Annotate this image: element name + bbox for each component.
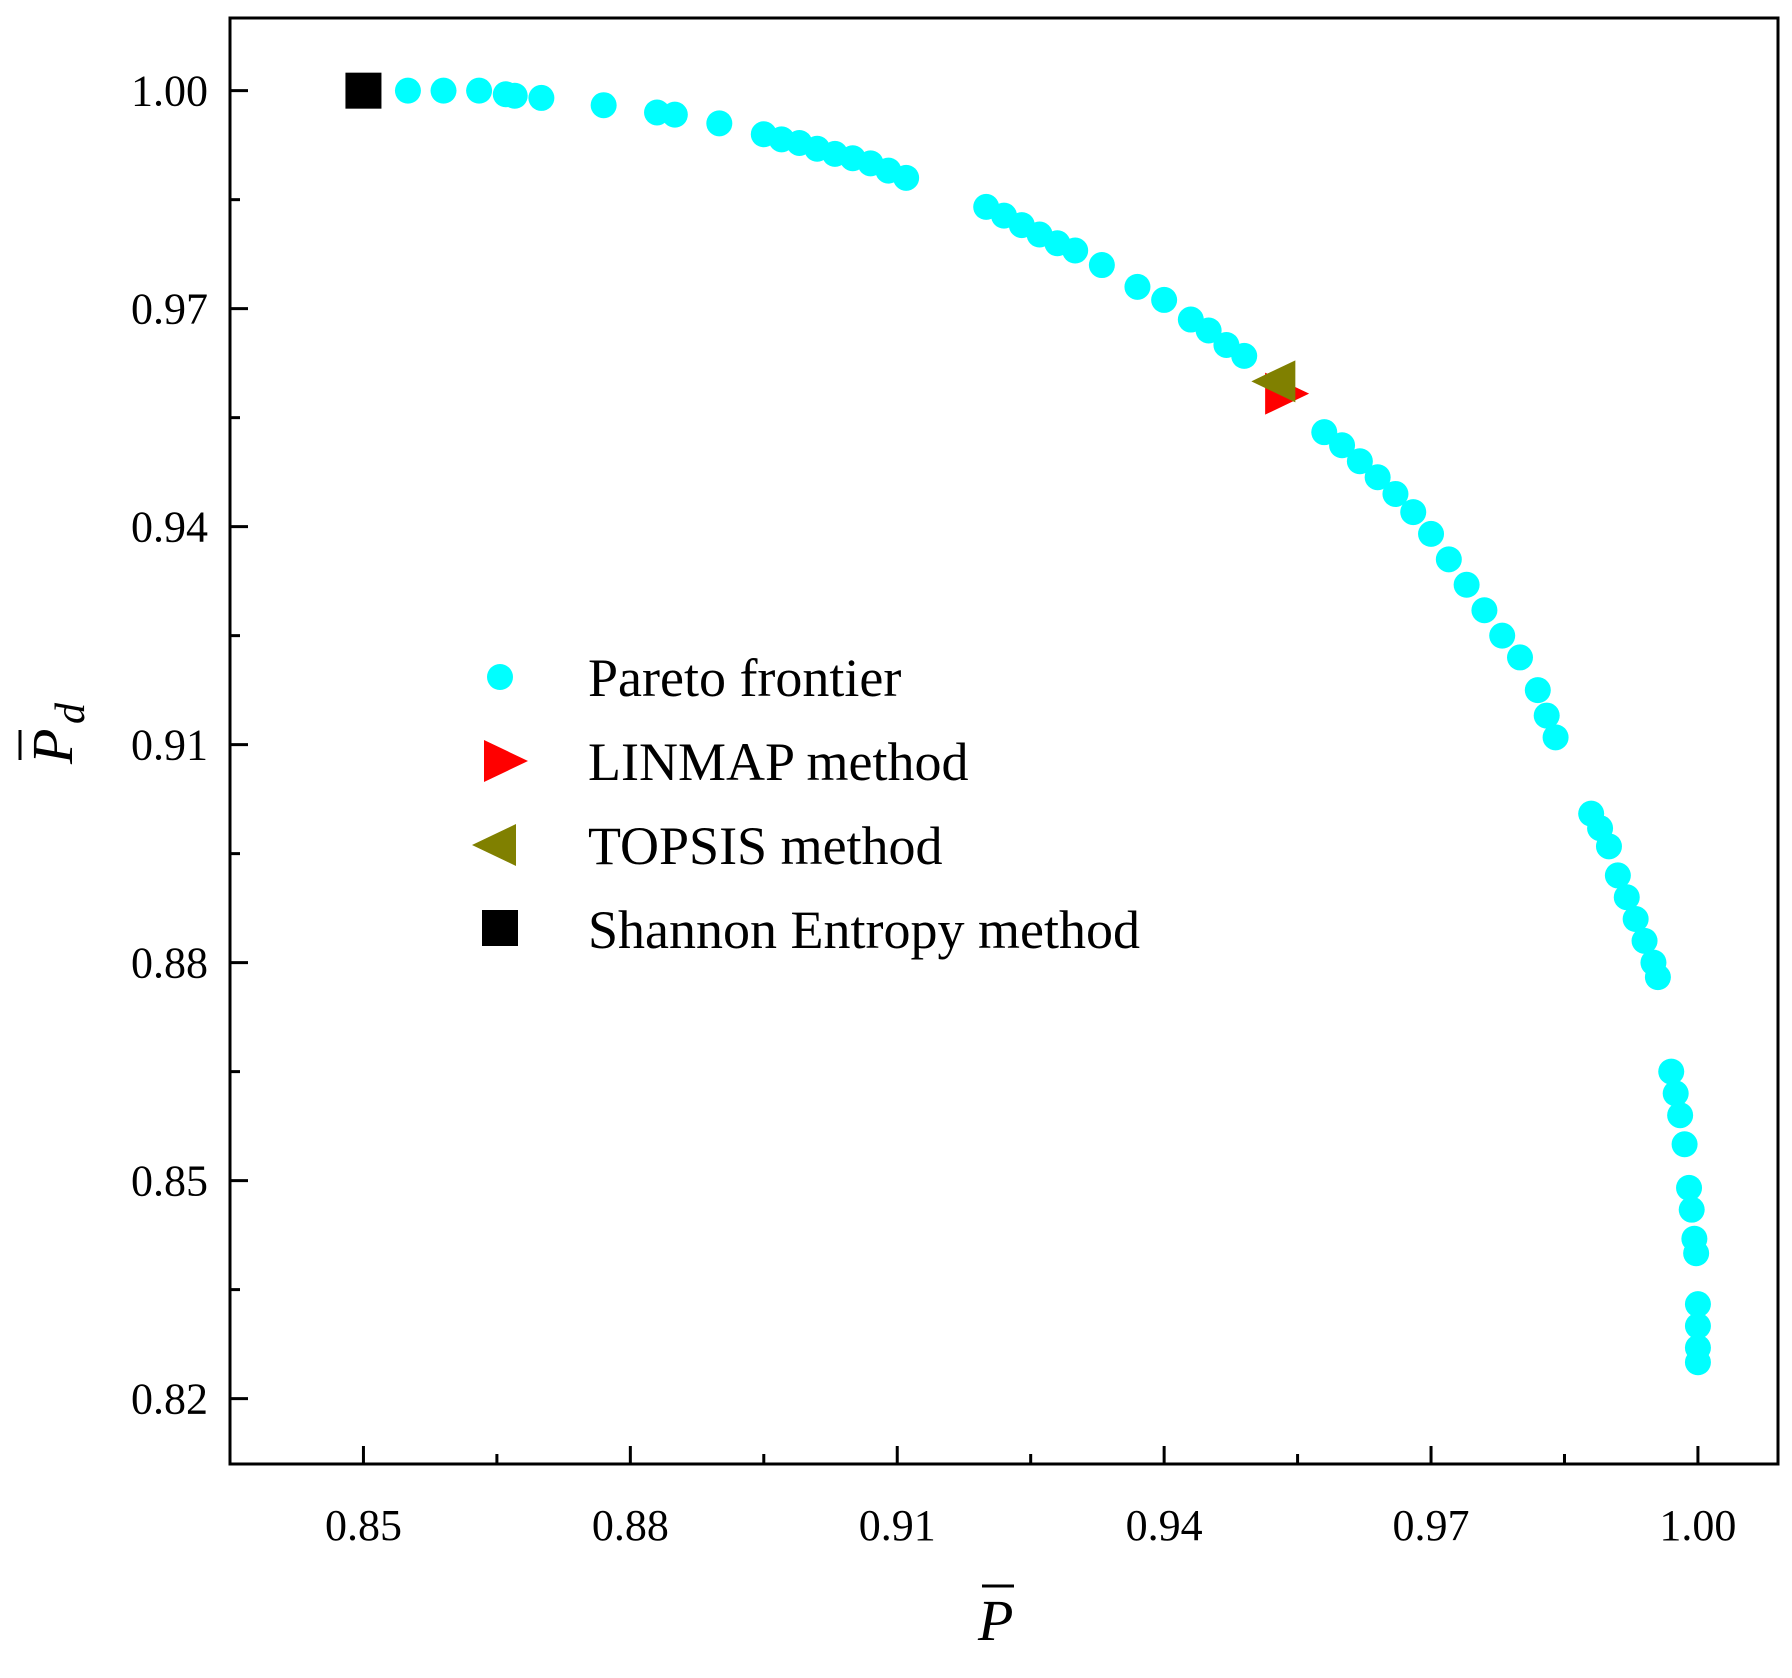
pareto-point bbox=[1400, 499, 1427, 526]
y-axis-label-subscript: d bbox=[48, 702, 94, 724]
pareto-point bbox=[1088, 252, 1115, 279]
pareto-point bbox=[1613, 884, 1640, 911]
x-tick-label: 0.91 bbox=[859, 1501, 936, 1550]
legend-label-shannon: Shannon Entropy method bbox=[588, 900, 1140, 960]
legend-marker-shannon bbox=[482, 910, 518, 946]
pareto-point bbox=[1524, 677, 1551, 704]
pareto-point bbox=[661, 101, 688, 128]
shannon-point bbox=[345, 72, 382, 109]
x-tick-label: 1.00 bbox=[1659, 1501, 1736, 1550]
legend-marker-pareto bbox=[487, 664, 513, 690]
pareto-point bbox=[1595, 833, 1622, 860]
data-marks bbox=[345, 72, 1711, 1376]
pareto-point bbox=[1231, 342, 1258, 369]
pareto-point bbox=[1489, 622, 1516, 649]
y-tick-label: 0.88 bbox=[131, 939, 208, 988]
pareto-point bbox=[1678, 1196, 1705, 1223]
legend-marker-topsis bbox=[472, 824, 516, 866]
pareto-point bbox=[1124, 273, 1151, 300]
legend-label-pareto: Pareto frontier bbox=[588, 648, 901, 708]
pareto-point bbox=[501, 82, 528, 109]
pareto-point bbox=[1346, 448, 1373, 475]
pareto-point bbox=[1329, 432, 1356, 459]
y-axis: 0.82 0.85 0.88 0.91 0.94 0.97 1.00 bbox=[131, 67, 248, 1424]
x-tick-label: 0.97 bbox=[1393, 1501, 1470, 1550]
pareto-point bbox=[1667, 1102, 1694, 1129]
y-axis-title: P d bbox=[18, 702, 94, 765]
y-tick-label: 1.00 bbox=[131, 67, 208, 116]
x-tick-label: 0.94 bbox=[1126, 1501, 1203, 1550]
pareto-point bbox=[1453, 571, 1480, 598]
y-tick-label: 0.85 bbox=[131, 1157, 208, 1206]
x-axis-label: P bbox=[977, 1588, 1013, 1653]
legend: Pareto frontier LINMAP method TOPSIS met… bbox=[472, 648, 1140, 960]
pareto-point bbox=[466, 77, 493, 104]
pareto-point bbox=[430, 77, 457, 104]
pareto-point bbox=[1471, 597, 1498, 624]
y-axis-label: P bbox=[20, 729, 85, 765]
pareto-point bbox=[1662, 1080, 1689, 1107]
x-axis-title: P bbox=[977, 1584, 1014, 1653]
pareto-point bbox=[1604, 862, 1631, 889]
pareto-point bbox=[1382, 480, 1409, 507]
pareto-point bbox=[1658, 1058, 1685, 1085]
pareto-point bbox=[1644, 964, 1671, 991]
x-tick-label: 0.88 bbox=[592, 1501, 669, 1550]
x-tick-label: 0.85 bbox=[325, 1501, 402, 1550]
pareto-point bbox=[1631, 927, 1658, 954]
pareto-point bbox=[1542, 724, 1569, 751]
pareto-point bbox=[1507, 644, 1533, 671]
pareto-point bbox=[1311, 419, 1338, 446]
legend-marker-linmap bbox=[484, 740, 528, 782]
pareto-point bbox=[1676, 1174, 1703, 1201]
pareto-point bbox=[1671, 1131, 1698, 1158]
pareto-point bbox=[706, 110, 733, 137]
pareto-point bbox=[1684, 1291, 1711, 1318]
y-tick-label: 0.82 bbox=[131, 1375, 208, 1424]
pareto-point bbox=[1195, 317, 1222, 344]
x-axis: 0.85 0.88 0.91 0.94 0.97 1.00 bbox=[325, 1446, 1736, 1550]
pareto-point bbox=[1622, 906, 1649, 933]
pareto-point bbox=[1533, 702, 1560, 729]
y-tick-label: 0.91 bbox=[131, 721, 208, 770]
pareto-point bbox=[1683, 1240, 1710, 1267]
pareto-point bbox=[893, 164, 920, 191]
y-tick-label: 0.94 bbox=[131, 503, 208, 552]
pareto-point bbox=[590, 92, 617, 119]
pareto-point bbox=[1684, 1349, 1711, 1376]
pareto-point bbox=[1062, 237, 1089, 264]
pareto-point bbox=[1418, 520, 1445, 547]
legend-label-topsis: TOPSIS method bbox=[588, 816, 943, 876]
plot-frame bbox=[228, 16, 1780, 1466]
legend-label-linmap: LINMAP method bbox=[588, 732, 968, 792]
pareto-point bbox=[528, 84, 555, 111]
pareto-point bbox=[1684, 1312, 1711, 1339]
pareto-point bbox=[1435, 546, 1462, 573]
y-tick-label: 0.97 bbox=[131, 285, 208, 334]
pareto-point bbox=[1364, 464, 1391, 491]
pareto-point bbox=[394, 77, 421, 104]
pareto-point bbox=[1151, 286, 1178, 313]
topsis-point bbox=[1251, 360, 1296, 403]
